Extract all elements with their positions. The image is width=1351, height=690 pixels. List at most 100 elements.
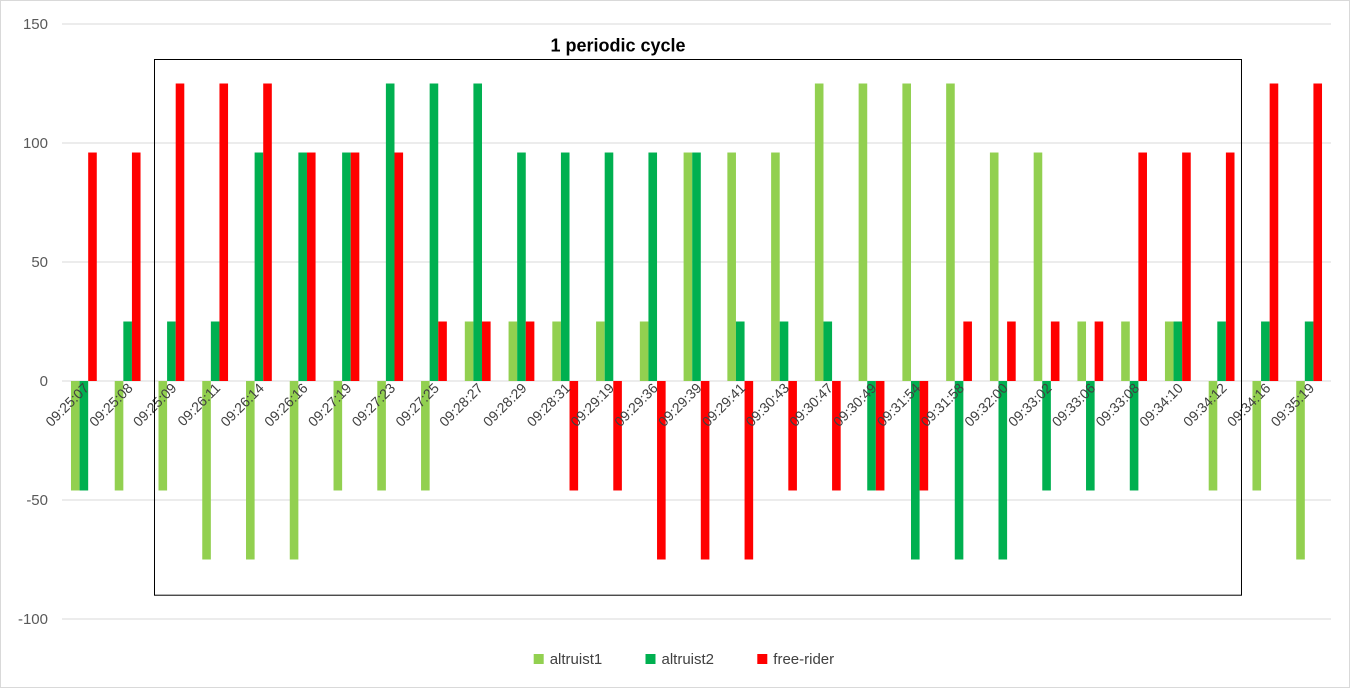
bar-free-rider: [482, 321, 491, 381]
bar-free-rider: [963, 321, 972, 381]
bar-altruist2: [735, 321, 745, 381]
bar-altruist2: [1042, 381, 1051, 491]
bar-altruist1: [596, 321, 605, 381]
bar-altruist1: [946, 83, 955, 381]
bar-altruist2: [648, 152, 658, 381]
bar-free-rider: [657, 381, 666, 560]
legend-label-free-rider: free-rider: [773, 651, 834, 668]
bar-altruist2: [604, 152, 614, 381]
bar-altruist1: [1252, 381, 1262, 491]
bar-altruist1: [246, 381, 255, 560]
y-axis-tick-labels: -100 -50 0 50 100 150: [18, 16, 48, 628]
bar-free-rider: [394, 152, 404, 381]
bar-free-rider: [875, 381, 885, 491]
periodic-cycle-label: 1 periodic cycle: [550, 36, 685, 56]
legend-label-altruist1: altruist1: [550, 651, 603, 668]
bar-free-rider: [175, 83, 185, 381]
bar-altruist2: [1086, 381, 1095, 491]
bar-free-rider: [569, 381, 579, 491]
bar-altruist1: [902, 83, 911, 381]
bar-altruist2: [867, 381, 876, 491]
bar-altruist1: [289, 381, 299, 560]
bar-free-rider: [350, 152, 360, 381]
bar-free-rider: [438, 321, 447, 381]
bar-altruist2: [910, 381, 920, 560]
bar-altruist1: [114, 381, 124, 491]
annotations: 1 periodic cycle: [153, 36, 1242, 596]
bar-free-rider: [1182, 152, 1191, 381]
periodic-cycle-box: [153, 59, 1242, 596]
bar-free-rider: [1225, 152, 1235, 381]
bar-free-rider: [525, 321, 535, 381]
bar-altruist1: [508, 321, 518, 381]
bar-altruist2: [954, 381, 964, 560]
bar-free-rider: [1007, 321, 1016, 381]
bar-altruist1: [989, 152, 999, 381]
bar-altruist1: [1033, 152, 1043, 381]
bar-altruist1: [1296, 381, 1305, 560]
bar-altruist2: [79, 381, 89, 491]
bar-altruist2: [1304, 321, 1314, 381]
bar-free-rider: [263, 83, 272, 381]
bar-altruist2: [1217, 321, 1226, 381]
legend-label-altruist2: altruist2: [662, 651, 715, 668]
bar-altruist2: [254, 152, 264, 381]
bar-altruist1: [1164, 321, 1174, 381]
bar-altruist1: [333, 381, 343, 491]
y-tick-label: -100: [18, 611, 48, 628]
bar-free-rider: [744, 381, 754, 560]
bar-altruist2: [560, 152, 570, 381]
bar-free-rider: [1269, 83, 1279, 381]
bar-altruist1: [771, 152, 780, 381]
y-tick-label: 50: [31, 254, 48, 271]
bar-free-rider: [131, 152, 141, 381]
bar-free-rider: [306, 152, 316, 381]
bars: [70, 83, 1323, 560]
bar-free-rider: [1094, 321, 1104, 381]
bar-altruist2: [779, 321, 789, 381]
bar-altruist2: [123, 321, 132, 381]
bar-free-rider: [613, 381, 622, 491]
bar-altruist2: [1129, 381, 1139, 491]
bar-altruist1: [377, 381, 386, 491]
bar-free-rider: [1313, 83, 1323, 381]
bar-altruist1: [421, 381, 430, 491]
y-tick-label: -50: [26, 492, 48, 509]
y-tick-label: 100: [23, 135, 48, 152]
bar-free-rider: [919, 381, 929, 491]
bar-altruist2: [429, 83, 439, 381]
legend: altruist1 altruist2 free-rider: [533, 651, 834, 668]
bar-altruist2: [823, 321, 833, 381]
bar-altruist1: [814, 83, 824, 381]
bar-altruist1: [158, 381, 168, 491]
bar-free-rider: [88, 152, 97, 381]
bar-altruist2: [692, 152, 701, 381]
bar-altruist1: [70, 381, 80, 491]
bar-altruist1: [639, 321, 649, 381]
bar-free-rider: [1050, 321, 1060, 381]
bar-altruist1: [858, 83, 868, 381]
bar-altruist2: [298, 152, 307, 381]
bar-free-rider: [700, 381, 710, 560]
bar-altruist2: [1261, 321, 1270, 381]
bar-altruist1: [202, 381, 211, 560]
legend-swatch-free-rider: [757, 654, 768, 664]
bar-altruist2: [342, 152, 351, 381]
bar-altruist2: [998, 381, 1008, 560]
legend-swatch-altruist2: [645, 654, 656, 664]
legend-swatch-altruist1: [533, 654, 544, 664]
bar-altruist2: [210, 321, 220, 381]
bar-altruist1: [1121, 321, 1130, 381]
bar-altruist2: [167, 321, 176, 381]
bar-altruist2: [517, 152, 526, 381]
bar-altruist1: [1077, 321, 1087, 381]
y-tick-label: 0: [40, 373, 48, 390]
bar-altruist2: [473, 83, 483, 381]
bar-free-rider: [788, 381, 797, 491]
bar-free-rider: [832, 381, 841, 491]
bar-free-rider: [219, 83, 229, 381]
bar-altruist1: [552, 321, 561, 381]
